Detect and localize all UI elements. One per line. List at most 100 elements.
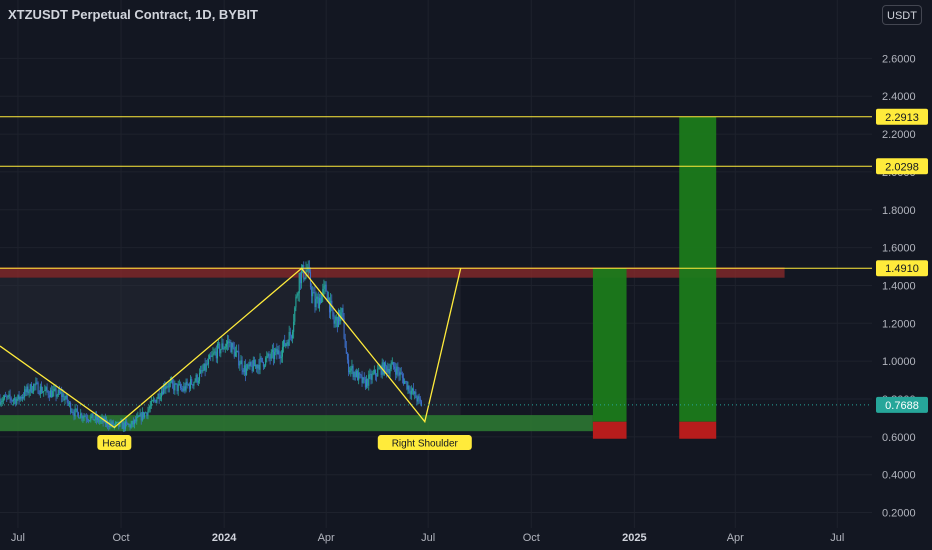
candle xyxy=(130,420,132,429)
candle-body xyxy=(22,397,25,398)
candle-body xyxy=(372,373,374,375)
candle-body xyxy=(299,273,301,284)
candle-body xyxy=(284,340,286,347)
candle-body xyxy=(276,348,278,355)
candle xyxy=(12,398,14,406)
candle-body xyxy=(85,416,87,419)
candle-body xyxy=(333,316,335,324)
candle xyxy=(85,413,87,424)
candle xyxy=(75,408,77,413)
candle-body xyxy=(385,362,387,367)
candle xyxy=(155,399,157,404)
candle-body xyxy=(99,420,101,422)
candle xyxy=(58,385,60,396)
candle-body xyxy=(47,391,49,396)
candle-body xyxy=(354,372,356,377)
candle-body xyxy=(287,342,289,346)
candle xyxy=(188,382,190,393)
candle-body xyxy=(147,410,149,416)
candle xyxy=(64,395,66,405)
candle-body xyxy=(155,399,157,403)
pattern-label-box xyxy=(377,435,472,451)
candle-body xyxy=(391,362,393,365)
candle xyxy=(57,386,59,398)
candle-body xyxy=(248,364,250,367)
candle-body xyxy=(58,390,60,394)
candle xyxy=(191,376,193,385)
candle-body xyxy=(59,392,62,394)
candle xyxy=(110,418,112,428)
candle-body xyxy=(281,347,283,357)
candle-body xyxy=(348,359,350,373)
candle xyxy=(81,412,83,422)
candle-body xyxy=(275,348,277,352)
candle-body xyxy=(368,374,370,386)
candle-body xyxy=(243,365,245,373)
candle-body xyxy=(247,364,249,369)
candle-body xyxy=(246,368,248,375)
candle-body xyxy=(257,364,259,369)
candle xyxy=(172,378,174,389)
candle-body xyxy=(413,388,415,394)
candle xyxy=(399,367,401,381)
candle-body xyxy=(127,423,129,425)
candle xyxy=(79,417,81,419)
last-price-tag: 0.7688 xyxy=(876,396,928,413)
candle xyxy=(276,343,278,360)
candle xyxy=(55,384,57,402)
candle-body xyxy=(68,402,71,404)
price-tick-label: 0.6000 xyxy=(882,432,916,444)
candle xyxy=(181,383,183,392)
candle xyxy=(116,421,118,425)
candle-body xyxy=(414,391,416,394)
candle xyxy=(212,347,214,362)
candle-body xyxy=(197,380,199,383)
candle-body xyxy=(76,408,78,413)
candle-body xyxy=(45,387,47,390)
candle-body xyxy=(371,374,373,380)
candle-body xyxy=(296,295,298,297)
candle-body xyxy=(21,397,23,399)
candle-body xyxy=(393,366,396,369)
candle-body xyxy=(332,306,334,317)
candle-body xyxy=(210,355,212,357)
pattern-shade xyxy=(0,277,461,416)
stop-zone xyxy=(679,421,717,439)
candle xyxy=(92,413,94,421)
candle-body xyxy=(193,382,195,386)
candle-body xyxy=(39,386,41,395)
currency-button[interactable]: USDT xyxy=(882,5,922,25)
candle xyxy=(218,339,220,349)
candle xyxy=(83,413,85,422)
candle-body xyxy=(363,377,365,380)
candle-body xyxy=(38,393,40,395)
candle-body xyxy=(10,398,12,401)
candle xyxy=(253,356,255,367)
candle xyxy=(261,357,263,364)
candle xyxy=(7,395,9,400)
candle xyxy=(402,373,405,386)
candle-body xyxy=(237,351,239,352)
candle-body xyxy=(351,365,353,369)
price-level-tag-box xyxy=(876,158,928,175)
candle-body xyxy=(24,389,26,398)
candle xyxy=(317,291,319,309)
candle-body xyxy=(44,389,46,391)
candle xyxy=(102,415,104,427)
candle xyxy=(80,408,82,419)
price-tick-label: 2.2000 xyxy=(882,129,916,141)
candle-body xyxy=(167,386,169,388)
candle xyxy=(194,378,196,383)
candle-body xyxy=(186,381,188,385)
candle-body xyxy=(417,396,419,402)
candle xyxy=(280,350,282,363)
candle-body xyxy=(172,380,174,384)
candle xyxy=(279,351,281,365)
candle-body xyxy=(269,357,271,359)
candle-body xyxy=(261,357,263,363)
candle-body xyxy=(157,393,159,399)
candle-body xyxy=(137,415,139,418)
candle-body xyxy=(67,402,69,404)
candle-body xyxy=(28,391,30,394)
